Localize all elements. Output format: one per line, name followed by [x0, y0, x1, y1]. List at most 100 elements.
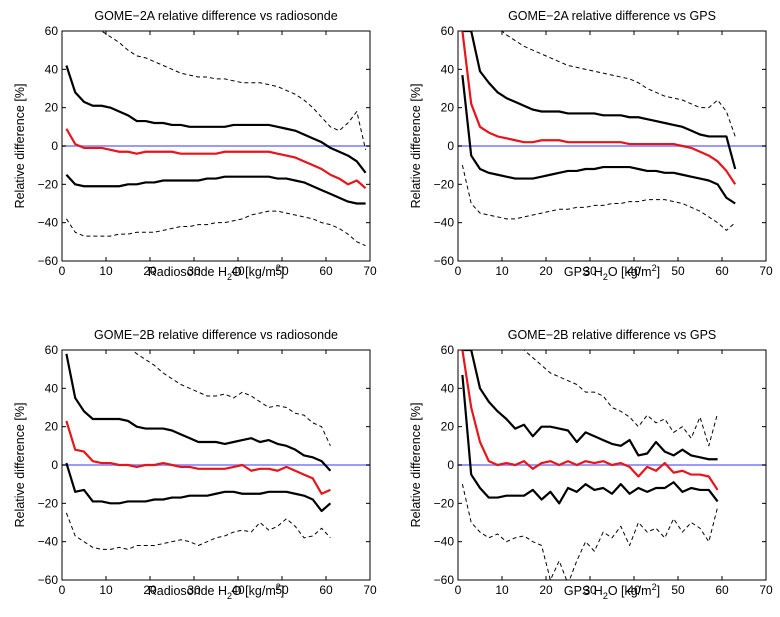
y-tick-label: −20 — [434, 496, 455, 510]
x-tick-label: 60 — [715, 583, 729, 597]
x-axis-label: GPS H2O [kg/m2] — [564, 263, 660, 282]
x-tick-label: 70 — [759, 264, 773, 278]
series-group — [65, 31, 367, 247]
series-line-dashed-upper — [523, 350, 719, 447]
x-tick-label: 50 — [671, 583, 685, 597]
y-tick-label: 60 — [441, 343, 455, 357]
y-tick-label: −40 — [38, 216, 59, 230]
chart-panel-1: 0 10 20 30 40 50 60 70 −60 −40 −20 0 20 40 60 GOME−2A r… — [13, 9, 377, 282]
y-tick-label: −60 — [38, 254, 59, 268]
y-tick-label: −60 — [434, 254, 455, 268]
y-tick-label: 40 — [45, 381, 59, 395]
series-group — [65, 350, 332, 550]
x-axis-label-subscript: 2 — [603, 272, 608, 282]
series-line-dashed-upper — [131, 350, 331, 447]
y-tick-label: 40 — [441, 62, 455, 76]
chart-panel-3: 0 10 20 30 40 50 60 70 −60 −40 −20 0 20 40 60 GOME−2B r… — [13, 328, 377, 601]
x-axis-label-subscript: 2 — [227, 272, 232, 282]
series-line-dashed-lower — [461, 484, 719, 580]
x-tick-label: 10 — [495, 583, 509, 597]
x-tick-label: 30 — [187, 583, 201, 597]
y-tick-label: 0 — [51, 139, 58, 153]
x-axis-label-text: ] — [281, 584, 284, 598]
x-tick-label: 30 — [187, 264, 201, 278]
series-line-lower — [65, 174, 366, 205]
y-tick-label: 20 — [45, 101, 59, 115]
series-group — [461, 31, 737, 231]
y-tick-label: −20 — [38, 496, 59, 510]
y-tick-label: 0 — [51, 458, 58, 472]
chart-title: GOME−2A relative difference vs radiosond… — [94, 9, 337, 23]
x-tick-label: 10 — [495, 264, 509, 278]
y-tick-label: 40 — [45, 62, 59, 76]
x-tick-label: 10 — [99, 264, 113, 278]
x-tick-label: 20 — [143, 583, 157, 597]
y-tick-label: −40 — [434, 535, 455, 549]
chart-title: GOME−2A relative difference vs GPS — [508, 9, 716, 23]
x-axis-label-superscript: 2 — [276, 582, 281, 592]
x-tick-label: 20 — [539, 264, 553, 278]
x-axis-label: Radiosonde H2O [kg/m2] — [148, 582, 285, 601]
x-tick-label: 10 — [99, 583, 113, 597]
x-tick-label: 0 — [455, 583, 462, 597]
series-line-upper — [462, 350, 718, 461]
y-tick-label: 60 — [441, 24, 455, 38]
x-tick-label: 40 — [231, 583, 245, 597]
y-axis-label: Relative difference [%] — [409, 84, 423, 209]
series-line-dashed-lower — [65, 512, 331, 550]
y-tick-label: −60 — [38, 573, 59, 587]
y-axis-label: Relative difference [%] — [13, 84, 27, 209]
x-axis-label-text: GPS H — [564, 265, 603, 279]
x-tick-label: 70 — [759, 583, 773, 597]
y-tick-label: −20 — [38, 177, 59, 191]
chart-title: GOME−2B relative difference vs GPS — [508, 328, 717, 342]
x-tick-label: 70 — [363, 264, 377, 278]
x-axis-label-superscript: 2 — [652, 582, 657, 592]
x-tick-label: 20 — [143, 264, 157, 278]
x-tick-label: 30 — [583, 583, 597, 597]
x-tick-label: 60 — [319, 264, 333, 278]
x-axis-label-superscript: 2 — [276, 263, 281, 273]
x-tick-label: 50 — [275, 264, 289, 278]
x-axis-label-text: O [kg/m — [608, 265, 652, 279]
x-tick-label: 30 — [583, 264, 597, 278]
y-tick-label: −20 — [434, 177, 455, 191]
series-line-dashed-upper — [100, 31, 367, 150]
series-line-dashed-lower — [65, 210, 366, 247]
x-axis-label-text: O [kg/m — [232, 584, 276, 598]
x-tick-label: 40 — [627, 583, 641, 597]
y-tick-label: 20 — [441, 420, 455, 434]
series-line-median — [461, 31, 737, 185]
y-tick-label: 20 — [45, 420, 59, 434]
chart-title: GOME−2B relative difference vs radiosond… — [94, 328, 338, 342]
x-axis-label-text: O [kg/m — [232, 265, 276, 279]
series-line-median — [65, 420, 331, 495]
x-tick-label: 50 — [671, 264, 685, 278]
x-axis-label-text: ] — [657, 265, 660, 279]
y-axis-label: Relative difference [%] — [409, 403, 423, 528]
y-tick-label: 0 — [447, 139, 454, 153]
x-axis-label-text: Radiosonde H — [148, 584, 227, 598]
chart-panel-4: 0 10 20 30 40 50 60 70 −60 −40 −20 0 20 40 60 GOME−2B r… — [409, 328, 773, 601]
x-tick-label: 40 — [231, 264, 245, 278]
y-tick-label: 20 — [441, 101, 455, 115]
series-line-lower — [461, 374, 719, 505]
y-tick-label: −40 — [38, 535, 59, 549]
x-tick-label: 0 — [455, 264, 462, 278]
y-tick-label: 60 — [45, 343, 59, 357]
x-tick-label: 20 — [539, 583, 553, 597]
series-group — [461, 350, 719, 580]
x-axis-label-superscript: 2 — [652, 263, 657, 273]
y-axis-label: Relative difference [%] — [13, 403, 27, 528]
x-tick-label: 50 — [275, 583, 289, 597]
x-axis-label-subscript: 2 — [227, 591, 232, 601]
x-axis-label-text: GPS H — [564, 584, 603, 598]
series-line-dashed-lower — [461, 165, 736, 231]
series-line-median — [65, 128, 367, 189]
series-line-lower — [461, 74, 736, 205]
x-axis-label-text: ] — [657, 584, 660, 598]
series-line-dashed-upper — [501, 31, 736, 137]
x-tick-label: 70 — [363, 583, 377, 597]
chart-panel-2: 0 10 20 30 40 50 60 70 −60 −40 −20 0 20 40 60 GOME−2A r… — [409, 9, 773, 282]
